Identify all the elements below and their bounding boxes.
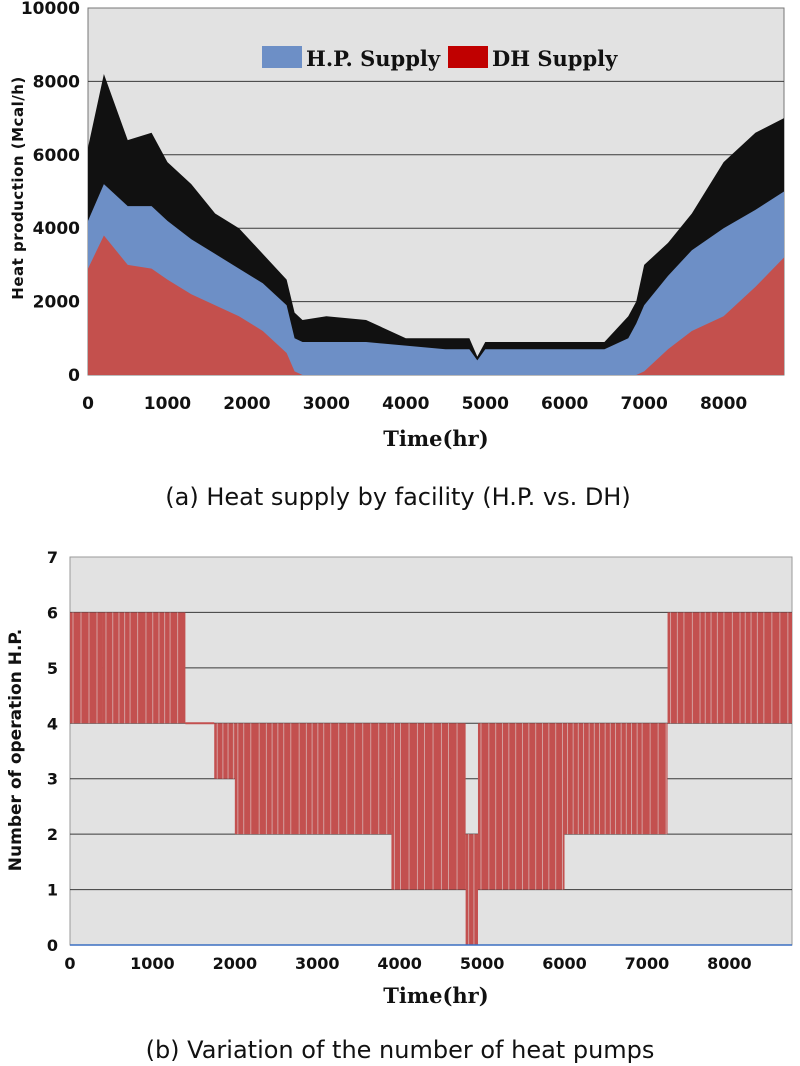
chart-a-x-tick-label: 1000 bbox=[144, 394, 191, 414]
chart-a-legend: H.P. Supply DH Supply bbox=[262, 46, 618, 71]
legend-label-hp-supply: H.P. Supply bbox=[306, 46, 441, 71]
chart-b-x-tick-label: 3000 bbox=[295, 954, 340, 973]
chart-b-y-tick-label: 2 bbox=[47, 825, 58, 844]
chart-a-x-tick-label: 3000 bbox=[303, 394, 350, 414]
chart-b-bar bbox=[214, 723, 235, 779]
chart-b-bar bbox=[102, 612, 186, 724]
chart-a-caption: (a) Heat supply by facility (H.P. vs. DH… bbox=[165, 483, 630, 511]
legend-swatch-dh-supply bbox=[448, 46, 488, 68]
chart-b-caption: (b) Variation of the number of heat pump… bbox=[146, 1036, 655, 1064]
chart-b-y-tick-label: 0 bbox=[47, 936, 58, 955]
series-dh-supply bbox=[88, 235, 784, 375]
series-hp-supply bbox=[88, 184, 784, 375]
chart-b-bar bbox=[70, 612, 103, 724]
chart-a-y-tick-label: 4000 bbox=[33, 219, 80, 239]
chart-a-y-tick-label: 6000 bbox=[33, 146, 80, 166]
chart-b: 0 1 2 3 4 5 6 7 0 1000 2000 3000 4000 5000 6000 7000 80… bbox=[6, 548, 793, 1064]
chart-b-x-tick-label: 7000 bbox=[625, 954, 670, 973]
chart-b-y-ticks: 0 1 2 3 4 5 6 7 bbox=[47, 548, 58, 955]
chart-b-y-tick-label: 1 bbox=[47, 881, 58, 900]
chart-a-x-tick-label: 4000 bbox=[382, 394, 429, 414]
chart-b-bar bbox=[391, 723, 466, 890]
chart-a-y-tick-label: 10000 bbox=[21, 0, 80, 19]
chart-b-y-tick-label: 6 bbox=[47, 603, 58, 622]
chart-a-x-axis-label: Time(hr) bbox=[383, 426, 488, 451]
chart-a-x-ticks: 0 1000 2000 3000 4000 5000 6000 7000 8000 bbox=[82, 394, 747, 414]
chart-b-x-tick-label: 1000 bbox=[130, 954, 175, 973]
chart-b-x-tick-label: 0 bbox=[64, 954, 75, 973]
chart-a: 0 2000 4000 6000 8000 10000 0 1000 2000 3000 4000… bbox=[9, 0, 785, 511]
chart-a-y-tick-label: 2000 bbox=[33, 293, 80, 313]
chart-b-x-tick-label: 4000 bbox=[377, 954, 422, 973]
chart-b-bar bbox=[234, 723, 392, 835]
chart-b-bar bbox=[667, 612, 792, 724]
chart-a-series bbox=[88, 74, 784, 375]
chart-b-x-tick-label: 2000 bbox=[213, 954, 258, 973]
chart-a-y-tick-label: 8000 bbox=[33, 72, 80, 92]
chart-a-x-tick-label: 8000 bbox=[700, 394, 747, 414]
chart-a-x-tick-label: 7000 bbox=[621, 394, 668, 414]
chart-b-x-axis-label: Time(hr) bbox=[383, 983, 488, 1008]
chart-b-y-tick-label: 5 bbox=[47, 659, 58, 678]
chart-a-x-tick-label: 2000 bbox=[223, 394, 270, 414]
chart-a-x-tick-label: 0 bbox=[82, 394, 94, 414]
chart-b-x-tick-label: 8000 bbox=[707, 954, 752, 973]
chart-a-x-tick-label: 6000 bbox=[541, 394, 588, 414]
chart-b-y-tick-label: 7 bbox=[47, 548, 58, 567]
chart-a-y-ticks: 0 2000 4000 6000 8000 10000 bbox=[21, 0, 80, 386]
chart-b-bar bbox=[564, 723, 668, 835]
chart-b-x-ticks: 0 1000 2000 3000 4000 5000 6000 7000 8000 bbox=[64, 954, 751, 973]
chart-a-x-tick-label: 5000 bbox=[462, 394, 509, 414]
chart-b-bar bbox=[465, 834, 478, 945]
chart-b-x-tick-label: 6000 bbox=[542, 954, 587, 973]
legend-label-dh-supply: DH Supply bbox=[492, 46, 618, 71]
chart-b-bars bbox=[70, 612, 792, 945]
chart-b-y-tick-label: 4 bbox=[47, 714, 58, 733]
legend-swatch-hp-supply bbox=[262, 46, 302, 68]
chart-b-bar bbox=[477, 723, 565, 890]
chart-a-y-tick-label: 0 bbox=[68, 366, 80, 386]
chart-b-y-axis-label: Number of operation H.P. bbox=[6, 629, 26, 871]
chart-a-y-axis-label: Heat production (Mcal/h) bbox=[9, 76, 27, 299]
chart-b-y-tick-label: 3 bbox=[47, 770, 58, 789]
chart-b-x-tick-label: 5000 bbox=[460, 954, 505, 973]
